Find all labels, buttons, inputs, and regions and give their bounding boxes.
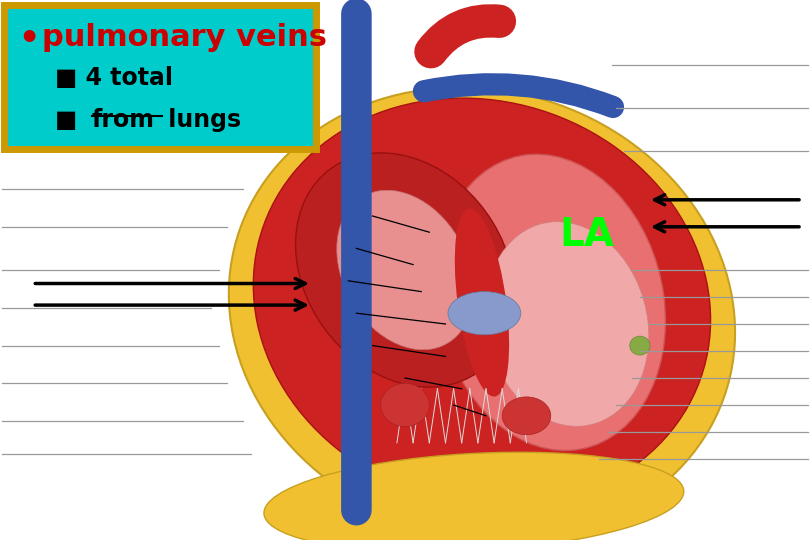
Ellipse shape	[264, 453, 684, 540]
Text: ■ 4 total: ■ 4 total	[55, 66, 173, 90]
Ellipse shape	[436, 154, 666, 450]
Ellipse shape	[381, 383, 429, 427]
FancyArrowPatch shape	[424, 84, 613, 107]
Ellipse shape	[254, 98, 710, 507]
Ellipse shape	[630, 336, 650, 355]
Ellipse shape	[502, 397, 551, 435]
Bar	[4, 5, 316, 148]
Ellipse shape	[448, 292, 521, 335]
Text: •: •	[18, 23, 39, 56]
Text: pulmonary veins: pulmonary veins	[42, 23, 327, 52]
Text: lungs: lungs	[160, 108, 241, 132]
Ellipse shape	[454, 208, 509, 396]
Text: ■: ■	[55, 108, 86, 132]
Ellipse shape	[485, 222, 649, 426]
Ellipse shape	[229, 87, 735, 539]
Ellipse shape	[296, 153, 514, 387]
Text: LA: LA	[560, 216, 615, 254]
Ellipse shape	[337, 190, 473, 350]
Text: from: from	[92, 108, 155, 132]
FancyArrowPatch shape	[431, 21, 500, 52]
